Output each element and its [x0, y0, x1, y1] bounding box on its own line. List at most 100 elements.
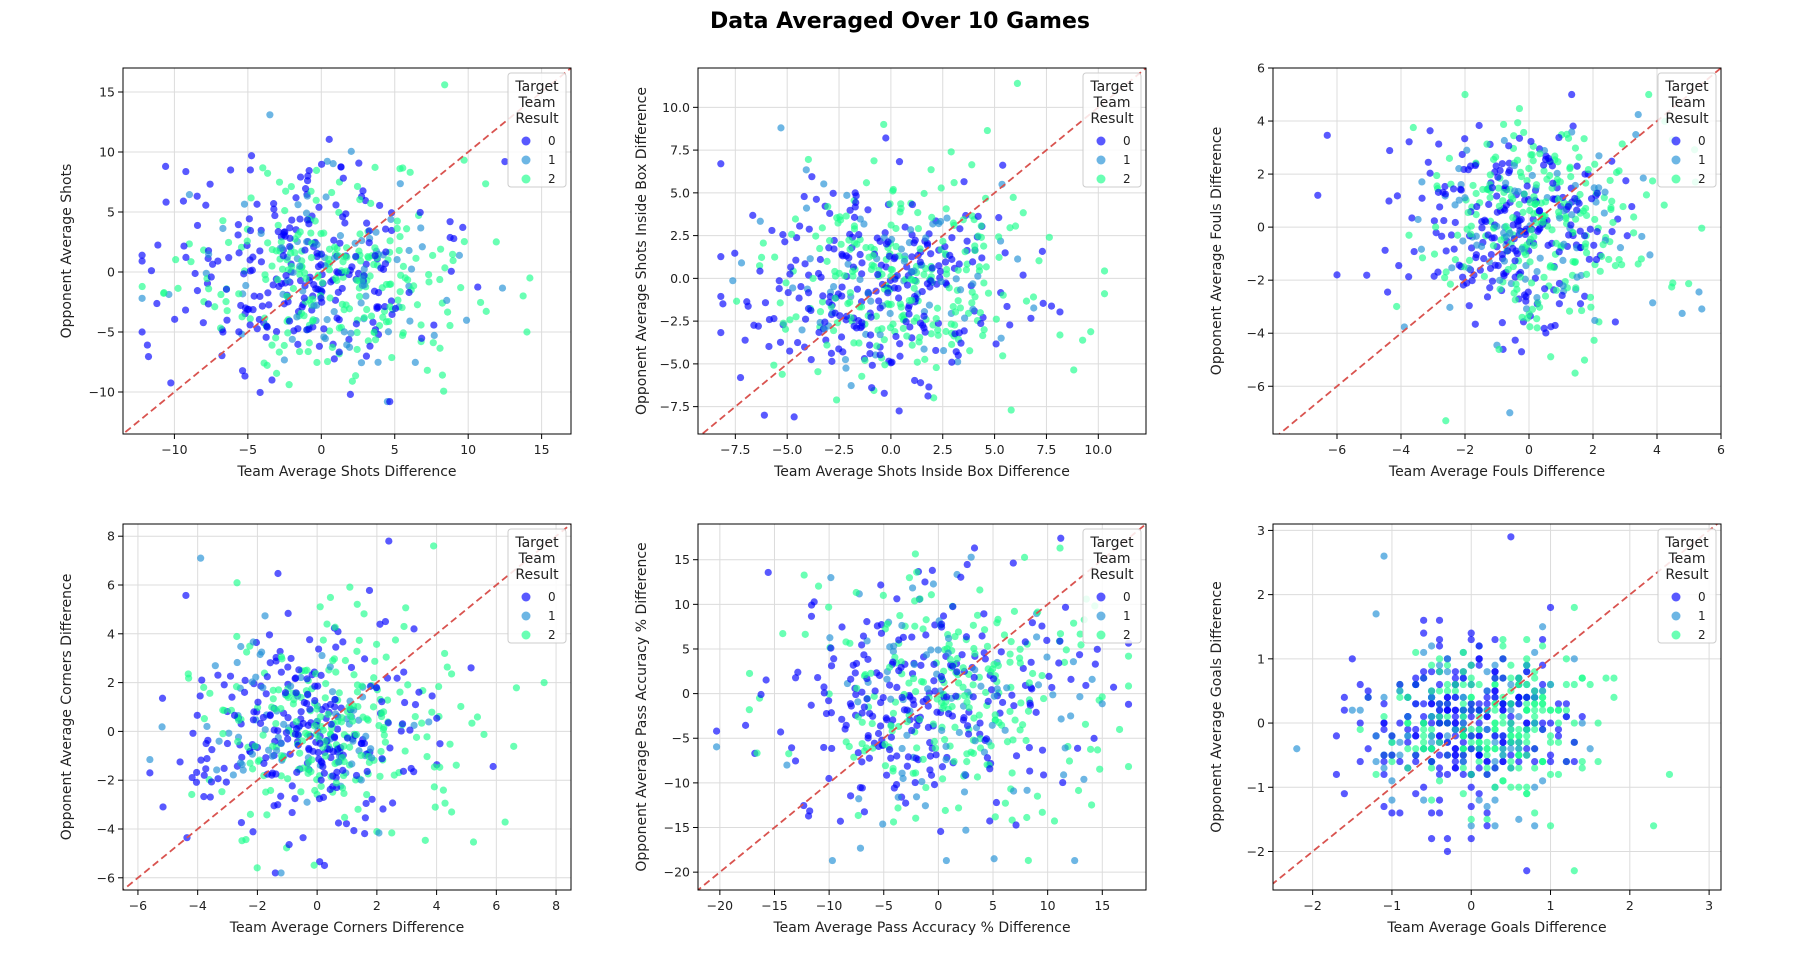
scatter-point	[869, 251, 877, 260]
scatter-point	[160, 289, 168, 297]
scatter-point	[146, 769, 154, 777]
scatter-point	[300, 294, 308, 302]
scatter-point	[1538, 757, 1547, 766]
scatter-point	[1115, 725, 1124, 734]
legend-title-line: Result	[515, 111, 559, 127]
scatter-point	[929, 321, 937, 329]
scatter-point	[912, 277, 920, 286]
scatter-point	[292, 717, 300, 726]
scatter-point	[781, 325, 790, 333]
scatter-point	[224, 238, 233, 247]
scatter-point	[980, 748, 989, 756]
scatter-point	[1443, 719, 1452, 727]
scatter-point	[266, 111, 274, 119]
legend-title-line: Target	[1089, 535, 1134, 551]
legend-title-line: Team	[517, 95, 555, 111]
scatter-point	[1449, 185, 1458, 193]
scatter-point	[1435, 713, 1444, 721]
scatter-point	[1427, 725, 1436, 734]
scatter-point	[1381, 246, 1389, 254]
scatter-point	[1483, 757, 1491, 766]
scatter-point	[208, 746, 216, 754]
scatter-point	[318, 298, 326, 306]
scatter-point	[446, 321, 454, 330]
scatter-point	[326, 593, 335, 602]
scatter-point	[1473, 241, 1481, 249]
scatter-point	[831, 309, 839, 317]
scatter-point	[1393, 302, 1401, 311]
scatter-point	[284, 663, 292, 671]
y-axis-label: Opponent Average Shots	[59, 164, 75, 339]
scatter-point	[423, 733, 431, 741]
scatter-point	[394, 296, 402, 304]
scatter-point	[820, 689, 828, 697]
scatter-point	[818, 224, 826, 232]
scatter-point	[1549, 179, 1557, 187]
scatter-point	[948, 712, 957, 720]
scatter-point	[1008, 691, 1016, 699]
scatter-point	[441, 264, 449, 272]
x-tick-label: 0	[313, 898, 321, 913]
scatter-point	[307, 229, 315, 237]
scatter-point	[435, 682, 443, 691]
scatter-point	[1057, 534, 1065, 542]
scatter-point	[1019, 209, 1027, 217]
scatter-point	[1483, 770, 1491, 779]
x-tick-label: −5.0	[772, 442, 802, 457]
y-tick-label: −4	[1247, 326, 1265, 341]
scatter-point	[858, 709, 866, 717]
scatter-point	[1499, 700, 1507, 708]
scatter-point	[182, 253, 190, 262]
scatter-point	[376, 772, 384, 780]
scatter-point	[1511, 336, 1519, 344]
scatter-point	[323, 357, 332, 366]
scatter-point	[1518, 245, 1526, 253]
scatter-point	[1435, 809, 1444, 817]
scatter-point	[1541, 212, 1549, 220]
scatter-point	[1395, 261, 1403, 270]
scatter-point	[841, 725, 849, 733]
y-tick-label: −6	[97, 870, 115, 885]
scatter-point	[270, 802, 278, 810]
scatter-point	[1569, 122, 1577, 130]
scatter-point	[1023, 786, 1031, 794]
scatter-point	[1578, 757, 1586, 766]
y-tick-label: −5.0	[660, 356, 690, 371]
scatter-point	[1540, 161, 1548, 169]
scatter-point	[339, 638, 347, 646]
legend-marker	[521, 136, 531, 146]
scatter-point	[1427, 642, 1436, 650]
scatter-point	[1531, 783, 1539, 791]
scatter-point	[776, 338, 785, 346]
scatter-point	[441, 81, 449, 89]
scatter-point	[963, 698, 971, 706]
scatter-point	[1586, 745, 1594, 753]
scatter-point	[922, 631, 930, 639]
scatter-point	[1124, 762, 1133, 771]
scatter-point	[328, 688, 337, 696]
x-tick-label: 2	[373, 898, 381, 913]
scatter-point	[827, 709, 835, 717]
scatter-point	[1531, 822, 1539, 830]
scatter-point	[1459, 790, 1467, 798]
scatter-point	[717, 292, 725, 301]
scatter-point	[889, 320, 897, 328]
scatter-point	[385, 280, 394, 289]
scatter-point	[1634, 110, 1642, 119]
scatter-point	[1486, 284, 1494, 292]
scatter-point	[1491, 757, 1499, 766]
scatter-point	[1600, 209, 1608, 217]
scatter-point	[863, 637, 871, 645]
scatter-point	[1414, 215, 1422, 224]
scatter-point	[268, 341, 276, 349]
scatter-point	[896, 208, 904, 216]
scatter-point	[768, 226, 776, 235]
scatter-point	[1493, 208, 1501, 216]
scatter-point	[381, 225, 390, 233]
scatter-point	[792, 313, 800, 321]
scatter-point	[352, 730, 361, 739]
scatter-point	[1380, 770, 1388, 779]
scatter-point	[396, 180, 404, 188]
scatter-point	[1463, 146, 1471, 154]
